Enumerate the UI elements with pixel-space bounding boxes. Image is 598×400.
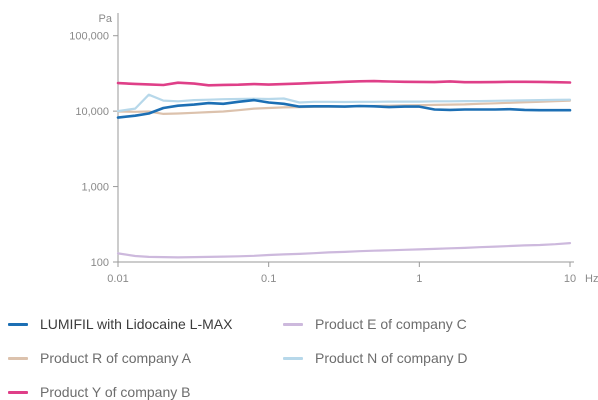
x-tick-label: 0.1 xyxy=(261,273,276,285)
legend-item-product-r: Product R of company A xyxy=(8,350,191,366)
legend-swatch-product-n xyxy=(283,356,303,360)
legend-swatch-lumifil xyxy=(8,322,28,326)
series-line-product-n-of-company-d xyxy=(116,93,572,113)
legend-label-product-r: Product R of company A xyxy=(40,350,191,366)
legend-swatch-product-r xyxy=(8,356,28,360)
legend-item-product-y: Product Y of company B xyxy=(8,384,190,400)
legend-item-product-n: Product N of company D xyxy=(283,350,468,366)
legend-label-product-y: Product Y of company B xyxy=(40,384,191,400)
legend-label-lumifil: LUMIFIL with Lidocaine L-MAX xyxy=(40,316,233,332)
y-tick-label: 1,000 xyxy=(81,182,109,194)
legend-label-product-e: Product E of company C xyxy=(315,316,467,332)
y-tick-label: 10,000 xyxy=(75,106,109,118)
legend-swatch-product-e xyxy=(283,322,303,326)
y-tick-label: 100,000 xyxy=(69,31,109,43)
chart-series xyxy=(116,79,572,259)
x-tick-label: 0.01 xyxy=(107,273,128,285)
series-line-product-e-of-company-c xyxy=(116,242,572,259)
series-line-lumifil-with-lidocaine-l-max xyxy=(116,98,572,119)
y-unit-label: Pa xyxy=(99,13,113,25)
series-line-product-y-of-company-b xyxy=(116,79,572,87)
x-tick-label: 1 xyxy=(416,273,422,285)
y-tick-label: 100 xyxy=(91,257,109,269)
chart-axes: 100 1,000 10,000 100,000 0.01 0.1 1 10 xyxy=(69,13,576,285)
legend-label-product-n: Product N of company D xyxy=(315,350,468,366)
legend-swatch-product-y xyxy=(8,390,28,394)
legend-item-lumifil: LUMIFIL with Lidocaine L-MAX xyxy=(8,316,232,332)
x-tick-label: 10 xyxy=(564,273,576,285)
x-unit-label: Hz xyxy=(585,273,598,285)
legend-item-product-e: Product E of company C xyxy=(283,316,467,332)
